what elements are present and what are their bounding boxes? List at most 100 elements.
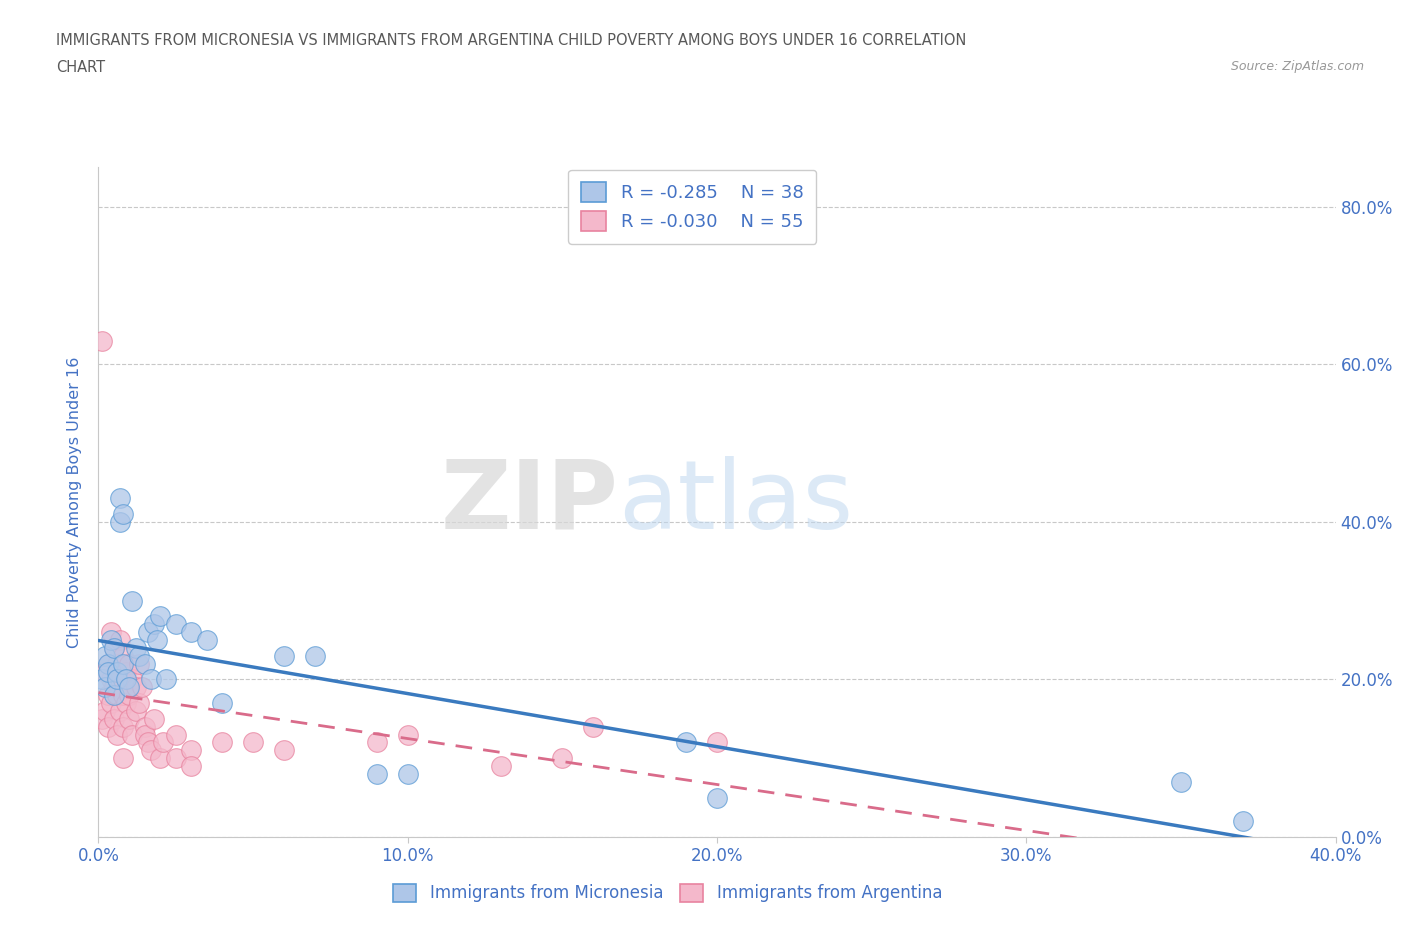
- Point: [118, 688, 141, 703]
- Point: [105, 664, 128, 679]
- Point: [100, 625, 122, 640]
- Y-axis label: Child Poverty Among Boys Under 16: Child Poverty Among Boys Under 16: [67, 356, 83, 648]
- Point: [112, 751, 135, 765]
- Point: [211, 696, 233, 711]
- Point: [103, 680, 125, 695]
- Point: [124, 703, 146, 718]
- Point: [706, 790, 728, 805]
- Point: [103, 688, 125, 703]
- Point: [675, 735, 697, 750]
- Point: [131, 680, 153, 695]
- Point: [366, 766, 388, 781]
- Point: [112, 507, 135, 522]
- Point: [118, 711, 141, 726]
- Point: [165, 727, 187, 742]
- Point: [134, 657, 156, 671]
- Point: [273, 648, 295, 663]
- Point: [706, 735, 728, 750]
- Point: [105, 727, 128, 742]
- Point: [115, 664, 138, 679]
- Point: [108, 632, 131, 647]
- Point: [155, 672, 177, 687]
- Text: CHART: CHART: [56, 60, 105, 75]
- Point: [108, 703, 131, 718]
- Point: [139, 743, 162, 758]
- Text: Source: ZipAtlas.com: Source: ZipAtlas.com: [1230, 60, 1364, 73]
- Point: [128, 696, 150, 711]
- Point: [112, 657, 135, 671]
- Point: [100, 696, 122, 711]
- Point: [93, 703, 115, 718]
- Point: [242, 735, 264, 750]
- Point: [366, 735, 388, 750]
- Point: [136, 735, 159, 750]
- Point: [121, 672, 143, 687]
- Point: [273, 743, 295, 758]
- Point: [489, 759, 512, 774]
- Point: [97, 657, 120, 671]
- Point: [108, 514, 131, 529]
- Point: [396, 766, 419, 781]
- Point: [551, 751, 574, 765]
- Point: [115, 672, 138, 687]
- Point: [93, 664, 115, 679]
- Point: [304, 648, 326, 663]
- Point: [165, 617, 187, 631]
- Point: [112, 648, 135, 663]
- Point: [143, 617, 166, 631]
- Point: [105, 657, 128, 671]
- Point: [128, 648, 150, 663]
- Point: [108, 672, 131, 687]
- Point: [100, 632, 122, 647]
- Point: [180, 625, 202, 640]
- Point: [582, 719, 605, 734]
- Point: [143, 711, 166, 726]
- Point: [112, 719, 135, 734]
- Point: [1170, 775, 1192, 790]
- Point: [115, 696, 138, 711]
- Point: [100, 672, 122, 687]
- Point: [103, 641, 125, 656]
- Point: [97, 657, 120, 671]
- Point: [93, 648, 115, 663]
- Point: [97, 688, 120, 703]
- Point: [105, 688, 128, 703]
- Point: [121, 593, 143, 608]
- Point: [105, 672, 128, 687]
- Point: [152, 735, 174, 750]
- Point: [93, 680, 115, 695]
- Point: [134, 719, 156, 734]
- Point: [90, 672, 112, 687]
- Point: [136, 625, 159, 640]
- Point: [121, 727, 143, 742]
- Point: [195, 632, 218, 647]
- Legend: Immigrants from Micronesia, Immigrants from Argentina: Immigrants from Micronesia, Immigrants f…: [387, 877, 949, 909]
- Point: [108, 491, 131, 506]
- Point: [180, 759, 202, 774]
- Point: [124, 641, 146, 656]
- Point: [118, 657, 141, 671]
- Point: [112, 688, 135, 703]
- Point: [124, 680, 146, 695]
- Point: [128, 657, 150, 671]
- Point: [211, 735, 233, 750]
- Text: ZIP: ZIP: [440, 456, 619, 549]
- Point: [180, 743, 202, 758]
- Point: [165, 751, 187, 765]
- Point: [103, 711, 125, 726]
- Point: [90, 711, 112, 726]
- Point: [90, 333, 112, 348]
- Text: atlas: atlas: [619, 456, 853, 549]
- Point: [396, 727, 419, 742]
- Point: [149, 609, 172, 624]
- Point: [146, 632, 169, 647]
- Text: IMMIGRANTS FROM MICRONESIA VS IMMIGRANTS FROM ARGENTINA CHILD POVERTY AMONG BOYS: IMMIGRANTS FROM MICRONESIA VS IMMIGRANTS…: [56, 33, 966, 47]
- Point: [97, 664, 120, 679]
- Point: [97, 719, 120, 734]
- Point: [103, 641, 125, 656]
- Point: [149, 751, 172, 765]
- Point: [118, 680, 141, 695]
- Point: [134, 727, 156, 742]
- Point: [139, 672, 162, 687]
- Point: [1232, 814, 1254, 829]
